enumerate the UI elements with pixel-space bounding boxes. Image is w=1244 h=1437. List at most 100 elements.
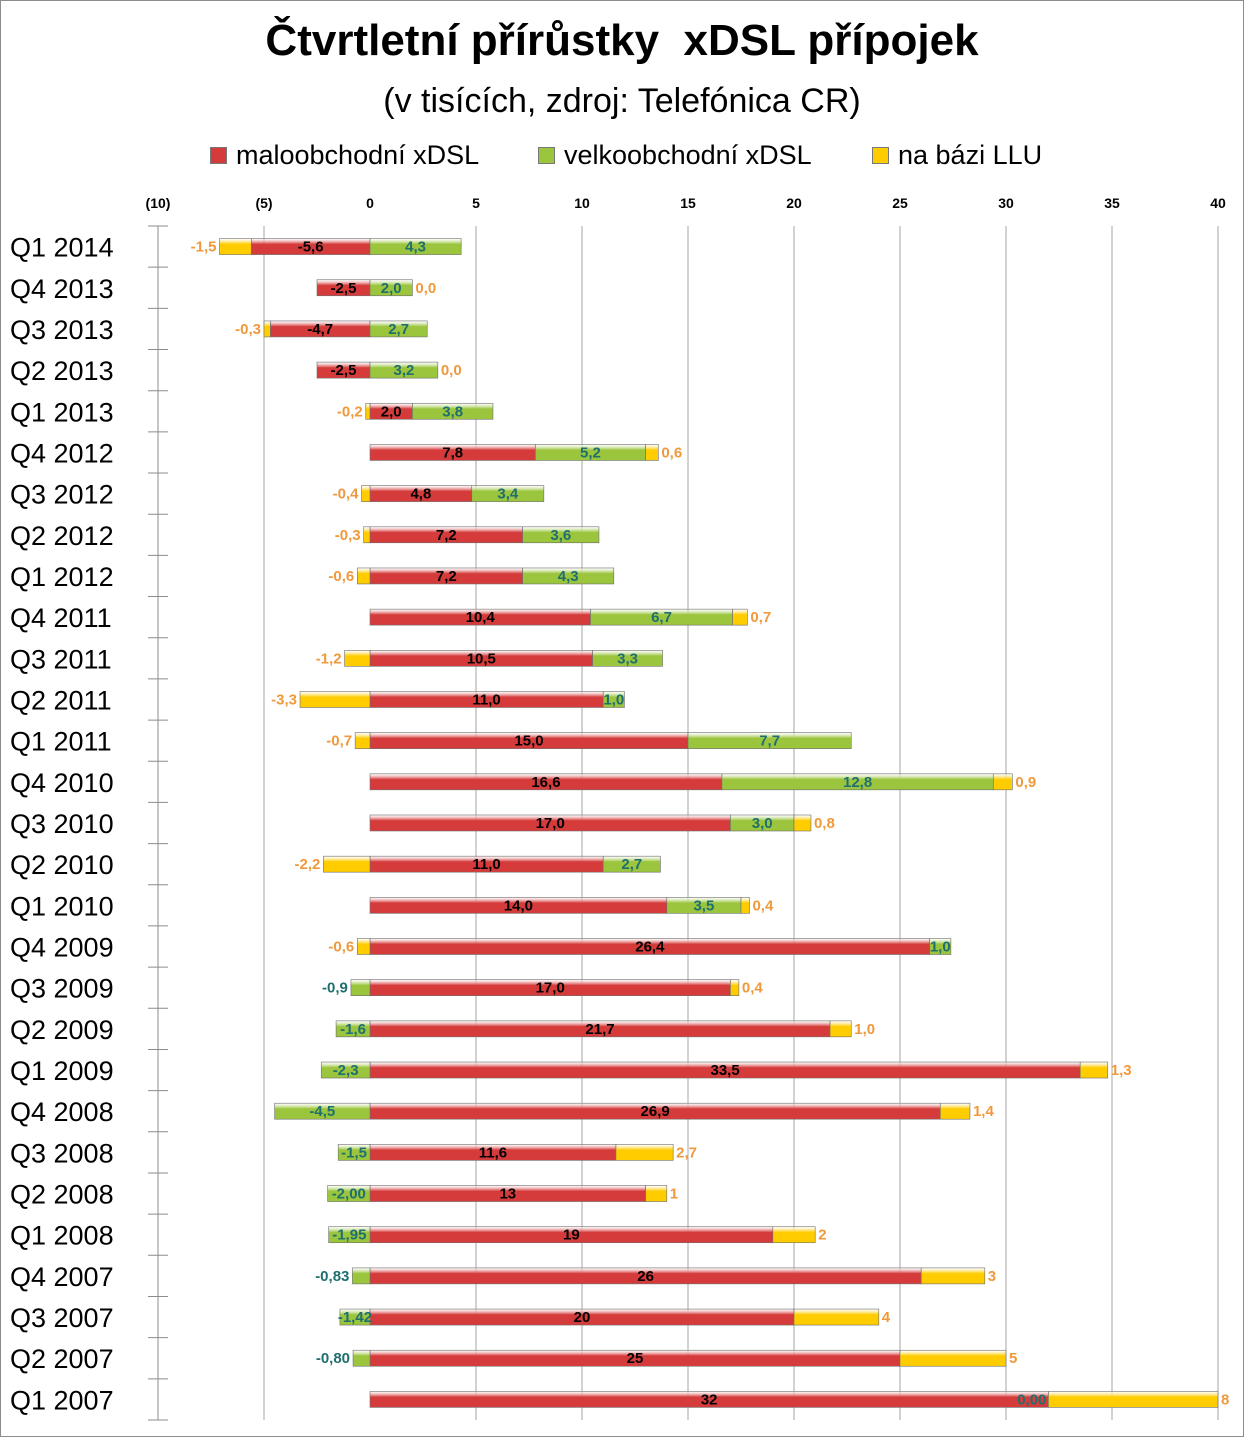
chart-title: Čtvrtletní přírůstky xDSL přípojek — [265, 16, 979, 65]
chart-subtitle: (v tisících, zdroj: Telefónica CR) — [383, 82, 861, 120]
bar-segment-s1-18 — [350, 979, 371, 996]
data-label-s1-18: -0,9 — [322, 980, 348, 997]
data-label-s1-6: 3,4 — [497, 486, 519, 503]
data-label-s1-9: 6,7 — [651, 609, 672, 626]
data-label-s2-7: -0,3 — [335, 527, 361, 544]
data-label-s1-17: 1,0 — [930, 939, 951, 956]
data-label-s0-20: 33,5 — [710, 1062, 739, 1079]
x-tick-label-40: 40 — [1210, 195, 1226, 211]
data-label-s1-3: 3,2 — [393, 362, 414, 379]
data-label-s2-11: -3,3 — [271, 691, 297, 708]
category-label: Q2 2013 — [10, 356, 114, 386]
category-label: Q3 2013 — [10, 315, 114, 345]
data-label-s2-0: -1,5 — [191, 239, 217, 256]
data-label-s1-27: -0,80 — [316, 1350, 350, 1367]
bar-segment-s2-16 — [740, 897, 750, 914]
data-label-s0-1: -2,5 — [331, 280, 357, 297]
bar-segment-s2-25 — [920, 1267, 986, 1285]
bar-segment-s2-28 — [1048, 1391, 1219, 1408]
category-label: Q4 2011 — [10, 603, 112, 633]
category-label: Q2 2010 — [10, 850, 114, 880]
data-label-s2-3: 0,0 — [441, 362, 462, 379]
data-label-s0-21: 26,9 — [641, 1103, 670, 1120]
x-tick-label-15: 15 — [680, 195, 696, 211]
category-label: Q4 2013 — [10, 274, 114, 304]
legend-item-retail: maloobchodní xDSL — [210, 140, 479, 171]
data-label-s0-18: 17,0 — [536, 980, 565, 997]
bar-segment-s2-26 — [793, 1308, 880, 1326]
bar-segment-s1-8 — [522, 567, 615, 585]
data-label-s2-1: 0,0 — [415, 280, 436, 297]
data-label-s1-15: 2,7 — [621, 856, 642, 873]
data-label-s1-2: 2,7 — [388, 321, 409, 338]
x-tick-label-25: 25 — [892, 195, 908, 211]
x-tick-label-m5: (5) — [255, 195, 272, 211]
data-label-s2-24: 2 — [818, 1227, 826, 1244]
category-label: Q2 2007 — [10, 1344, 114, 1374]
data-label-s2-16: 0,4 — [752, 897, 774, 914]
bar-segment-s2-5 — [645, 444, 659, 461]
data-label-s2-17: -0,6 — [328, 939, 354, 956]
bar-segment-s1-3 — [369, 361, 439, 379]
legend-label-retail: maloobchodní xDSL — [236, 140, 480, 170]
data-label-s1-16: 3,5 — [693, 897, 714, 914]
data-label-s2-26: 4 — [882, 1309, 891, 1326]
category-label: Q2 2008 — [10, 1180, 114, 1210]
data-label-s1-21: -4,5 — [309, 1103, 335, 1120]
bar-segment-s1-1 — [369, 279, 413, 297]
data-label-s0-3: -2,5 — [331, 362, 357, 379]
bar-segment-s1-12 — [687, 732, 852, 749]
data-label-s1-14: 3,0 — [752, 815, 773, 832]
data-label-s2-19: 1,0 — [854, 1021, 875, 1038]
bar-segment-s1-10 — [592, 650, 663, 667]
category-label: Q1 2013 — [10, 397, 114, 427]
category-label: Q4 2009 — [10, 933, 114, 963]
legend-swatch-llu — [872, 147, 889, 164]
bar-segment-s2-17 — [356, 938, 371, 955]
bar-segment-s1-15 — [602, 855, 661, 873]
category-label: Q1 2011 — [10, 727, 112, 757]
data-label-s0-8: 7,2 — [436, 568, 457, 585]
data-label-s2-9: 0,7 — [750, 609, 771, 626]
data-label-s1-0: 4,3 — [405, 239, 426, 256]
bar-segment-s1-23 — [327, 1185, 371, 1202]
data-label-s2-25: 3 — [988, 1268, 996, 1285]
bar-segment-s2-14 — [793, 814, 812, 832]
data-label-s0-14: 17,0 — [536, 815, 565, 832]
data-label-s0-7: 7,2 — [436, 527, 457, 544]
bar-segment-s2-23 — [645, 1185, 668, 1202]
data-label-s2-2: -0,3 — [235, 321, 261, 338]
category-label: Q3 2010 — [10, 809, 114, 839]
data-label-s0-22: 11,6 — [479, 1144, 507, 1161]
bar-segment-s2-0 — [219, 238, 252, 255]
legend-label-wholesale: velkoobchodní xDSL — [564, 140, 812, 170]
category-label: Q3 2009 — [10, 974, 114, 1004]
category-label: Q4 2007 — [10, 1262, 114, 1292]
data-label-s0-25: 26 — [637, 1268, 654, 1285]
x-tick-label-5: 5 — [472, 195, 480, 211]
data-label-s1-25: -0,83 — [315, 1268, 349, 1285]
bar-segment-s1-27 — [352, 1349, 371, 1367]
category-label: Q3 2012 — [10, 480, 114, 510]
data-label-s0-15: 11,0 — [472, 856, 500, 873]
bar-segment-s2-20 — [1079, 1061, 1109, 1079]
data-label-s2-14: 0,8 — [814, 815, 835, 832]
category-label: Q1 2010 — [10, 891, 114, 921]
category-label: Q1 2007 — [10, 1385, 114, 1415]
data-label-s1-8: 4,3 — [558, 568, 579, 585]
data-label-s2-4: -0,2 — [337, 403, 363, 420]
data-label-s0-9: 10,4 — [466, 609, 496, 626]
category-label: Q1 2008 — [10, 1221, 114, 1251]
bar-segment-s2-27 — [899, 1349, 1007, 1367]
data-label-s1-11: 1,0 — [603, 691, 624, 708]
bar-segment-s2-2 — [263, 320, 271, 338]
data-label-s0-27: 25 — [627, 1350, 644, 1367]
bar-segment-s1-0 — [369, 238, 462, 255]
category-label: Q1 2012 — [10, 562, 114, 592]
data-label-s2-18: 0,4 — [742, 980, 764, 997]
data-label-s2-8: -0,6 — [328, 568, 354, 585]
category-label: Q4 2012 — [10, 438, 114, 468]
x-tick-label-30: 30 — [998, 195, 1014, 211]
bar-segment-s1-17 — [929, 938, 952, 955]
